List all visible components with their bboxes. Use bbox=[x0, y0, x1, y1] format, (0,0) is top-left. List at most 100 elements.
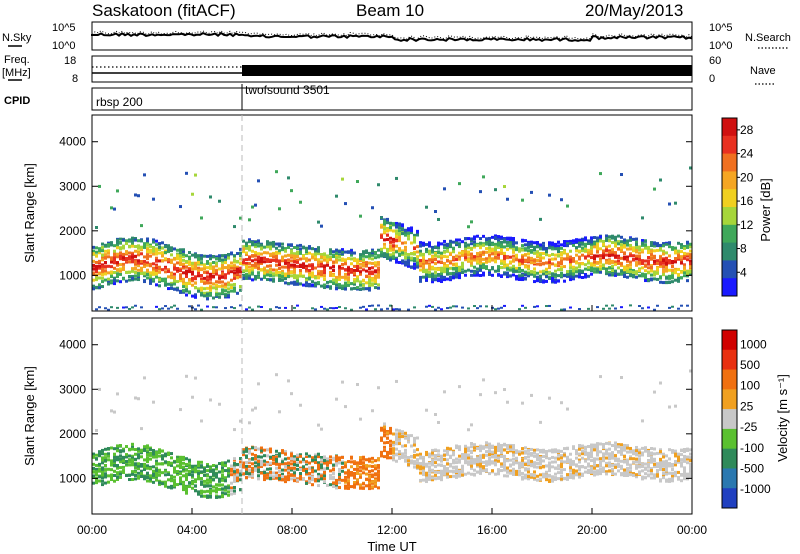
power-cell bbox=[236, 259, 239, 263]
power-cell bbox=[191, 277, 194, 281]
velocity-cell bbox=[170, 461, 173, 465]
power-cell bbox=[605, 253, 608, 257]
velocity-cell bbox=[122, 470, 125, 474]
power-cell bbox=[500, 259, 503, 263]
power-cell bbox=[503, 272, 506, 276]
velocity-cell bbox=[281, 468, 284, 472]
velocity-cell bbox=[131, 454, 134, 458]
power-cell bbox=[107, 308, 110, 311]
power-cell bbox=[611, 269, 614, 273]
power-cell bbox=[569, 260, 572, 264]
power-cell bbox=[650, 273, 653, 277]
power-cell bbox=[539, 259, 542, 263]
power-cell bbox=[134, 274, 137, 278]
power-cell bbox=[647, 256, 650, 260]
velocity-cell bbox=[179, 482, 182, 486]
velocity-cell bbox=[155, 466, 158, 470]
velocity-cell bbox=[260, 449, 263, 453]
velocity-cell bbox=[212, 473, 215, 477]
velocity-cell bbox=[245, 476, 248, 480]
power-cell bbox=[476, 244, 479, 248]
power-cell bbox=[290, 243, 293, 247]
velocity-cell bbox=[257, 459, 260, 463]
power-cell bbox=[248, 261, 251, 265]
power-cell bbox=[380, 223, 383, 227]
power-cell bbox=[539, 255, 542, 259]
power-cell bbox=[314, 266, 317, 270]
power-cell bbox=[92, 278, 95, 282]
power-cell bbox=[665, 242, 668, 246]
power-cell bbox=[590, 242, 593, 246]
velocity-cell bbox=[176, 470, 179, 474]
power-cell bbox=[596, 239, 599, 243]
power-cell bbox=[479, 241, 482, 245]
power-cell bbox=[341, 266, 344, 270]
velocity-cell bbox=[284, 476, 287, 480]
power-cell bbox=[647, 260, 650, 264]
power-cell bbox=[509, 244, 512, 248]
power-cell bbox=[614, 260, 617, 264]
power-cell bbox=[431, 245, 434, 249]
power-cell bbox=[599, 259, 602, 263]
power-cell bbox=[608, 307, 611, 310]
power-cell bbox=[470, 242, 473, 246]
power-cell bbox=[512, 242, 515, 246]
velocity-cell bbox=[218, 477, 221, 481]
power-cell bbox=[293, 260, 296, 264]
power-cell bbox=[95, 285, 98, 289]
power-cell bbox=[464, 256, 467, 260]
power-cell bbox=[293, 257, 296, 261]
power-cell bbox=[461, 251, 464, 255]
power-cell bbox=[656, 259, 659, 263]
velocity-cell bbox=[317, 423, 320, 427]
velocity-cell bbox=[95, 480, 98, 484]
power-cell bbox=[149, 276, 152, 280]
power-cell bbox=[518, 249, 521, 253]
power-cell bbox=[503, 239, 506, 243]
power-cell bbox=[233, 272, 236, 276]
power-cell bbox=[197, 289, 200, 293]
power-cell bbox=[332, 274, 335, 278]
velocity-cell bbox=[416, 464, 419, 468]
velocity-cell bbox=[164, 454, 167, 458]
power-cell bbox=[167, 257, 170, 261]
velocity-cell bbox=[122, 459, 125, 463]
velocity-cell bbox=[101, 456, 104, 460]
power-cell bbox=[173, 304, 176, 307]
power-cell bbox=[668, 306, 671, 309]
power-cell bbox=[443, 278, 446, 282]
velocity-cell bbox=[230, 469, 233, 473]
velocity-cell bbox=[314, 458, 317, 462]
power-cell bbox=[467, 246, 470, 250]
velocity-cell bbox=[188, 471, 191, 475]
velocity-cell bbox=[407, 434, 410, 438]
velocity-cell bbox=[371, 409, 374, 413]
power-cell bbox=[164, 245, 167, 249]
power-cell bbox=[308, 245, 311, 249]
power-cell bbox=[251, 278, 254, 282]
velocity-cell bbox=[155, 451, 158, 455]
velocity-cell bbox=[284, 450, 287, 454]
power-cell bbox=[386, 228, 389, 232]
velocity-cell bbox=[323, 474, 326, 478]
freq-label: Freq. bbox=[4, 54, 30, 66]
power-cell bbox=[317, 246, 320, 250]
power-cell bbox=[338, 286, 341, 290]
velocity-cell bbox=[221, 478, 224, 482]
velocity-cell bbox=[230, 473, 233, 477]
power-cell bbox=[305, 267, 308, 271]
power-cell bbox=[365, 281, 368, 285]
power-cell bbox=[527, 252, 530, 256]
velocity-cell bbox=[197, 460, 200, 464]
power-cell bbox=[203, 254, 206, 258]
power-cell bbox=[563, 240, 566, 244]
power-cell bbox=[179, 279, 182, 283]
power-cell bbox=[122, 277, 125, 281]
power-cell bbox=[611, 249, 614, 253]
power-cell bbox=[479, 251, 482, 255]
power-cell bbox=[602, 263, 605, 267]
velocity-cell bbox=[344, 486, 347, 490]
power-cell bbox=[221, 275, 224, 279]
power-cell bbox=[230, 252, 233, 256]
velocity-cell bbox=[371, 480, 374, 484]
